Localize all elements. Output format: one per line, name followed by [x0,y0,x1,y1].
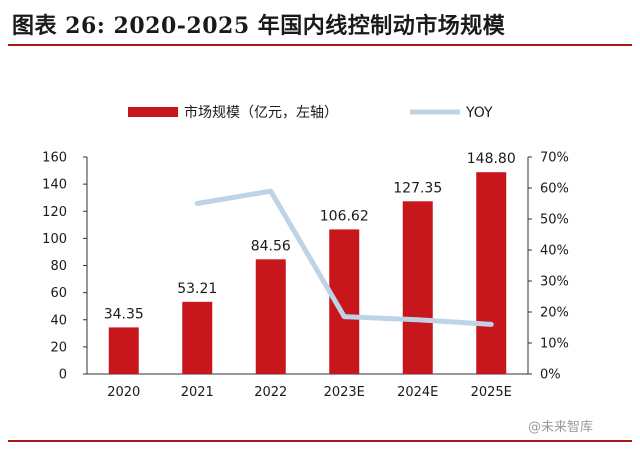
y2-tick-label: 20% [540,306,569,321]
bar [255,259,286,374]
bar-series [108,172,507,374]
bar-data-labels: 34.35 53.21 84.56 106.62 127.35 148.80 [104,151,516,322]
y-tick-label: 100 [42,232,67,247]
x-tick-label: 2025E [471,385,512,400]
yoy-point [343,316,345,318]
y2-tick-labels: 0% 10% 20% 30% 40% 50% 60% 70% [540,151,569,383]
y2-tick-label: 60% [540,182,569,197]
x-tick-label: 2024E [397,385,438,400]
y-tick-label: 140 [42,178,67,193]
yoy-point [270,190,272,192]
bar-data-label: 84.56 [251,238,291,254]
bar [182,301,213,374]
watermark: @未来智库 [528,420,594,435]
bar-data-label: 148.80 [467,151,516,167]
y-tick-label: 60 [50,286,67,301]
bar [108,327,139,374]
bar [402,201,433,374]
legend-bar-label: 市场规模（亿元，左轴） [184,104,338,121]
y-tick-label: 120 [42,205,67,220]
y-tick-label: 80 [50,259,67,274]
bar-data-label: 106.62 [320,208,369,224]
x-tick-label: 2021 [181,385,214,400]
y-tick-labels: 0 20 40 60 80 100 120 140 160 [42,151,67,383]
legend-bar-swatch [128,107,178,117]
yoy-point [196,203,198,204]
y-tick-label: 20 [50,340,67,355]
bar-data-label: 34.35 [104,306,144,322]
bar [476,172,507,374]
yoy-point [417,319,419,321]
axes [83,156,532,375]
y2-tick-label: 70% [540,151,569,166]
y-tick-label: 160 [42,151,67,166]
x-tick-label: 2022 [254,385,287,400]
y-tick-label: 40 [50,313,67,328]
bottom-rule [8,440,632,442]
legend: 市场规模（亿元，左轴） YOY [128,104,493,121]
chart-title: 图表 26: 2020-2025 年国内线控制动市场规模 [12,13,506,39]
y2-tick-label: 30% [540,275,569,290]
y-tick-label: 0 [59,368,67,383]
bar-data-label: 127.35 [393,180,442,196]
yoy-point [490,323,492,325]
y2-tick-label: 0% [540,368,561,383]
y2-tick-label: 50% [540,213,569,228]
x-tick-label: 2020 [107,385,140,400]
bar-data-label: 53.21 [177,281,217,297]
y2-tick-label: 40% [540,244,569,259]
title-underline [8,44,632,46]
x-tick-labels: 2020 2021 2022 2023E 2024E 2025E [107,385,512,400]
y2-tick-label: 10% [540,337,569,352]
yoy-series [194,188,494,327]
legend-line-label: YOY [465,105,493,121]
x-tick-label: 2023E [324,385,365,400]
